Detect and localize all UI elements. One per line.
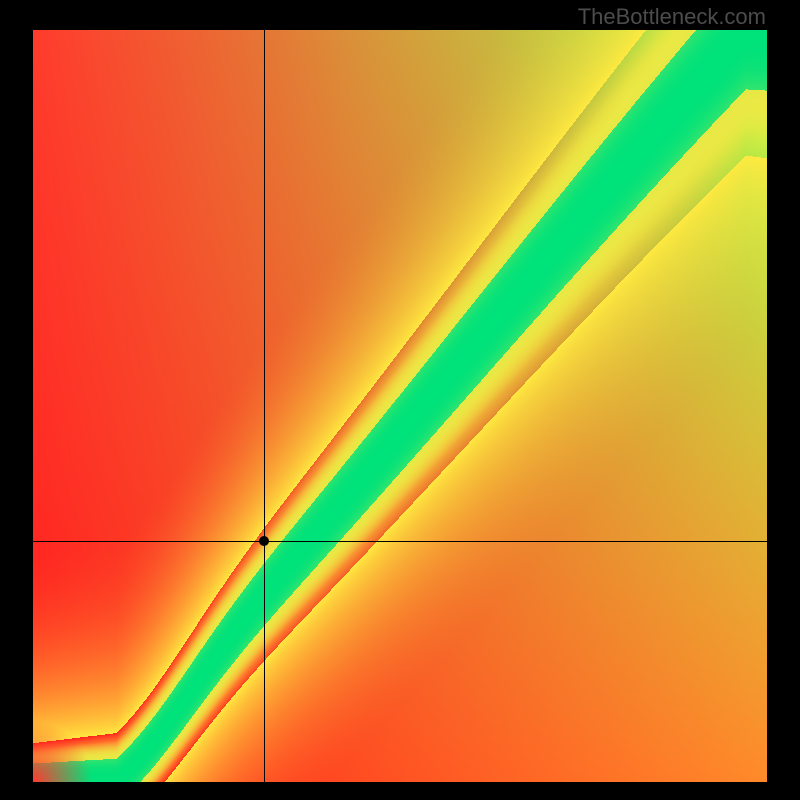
crosshair-vertical — [264, 30, 265, 782]
crosshair-horizontal — [33, 541, 767, 542]
chart-container: TheBottleneck.com — [0, 0, 800, 800]
watermark-text: TheBottleneck.com — [578, 4, 766, 30]
bottleneck-heatmap — [33, 30, 767, 782]
